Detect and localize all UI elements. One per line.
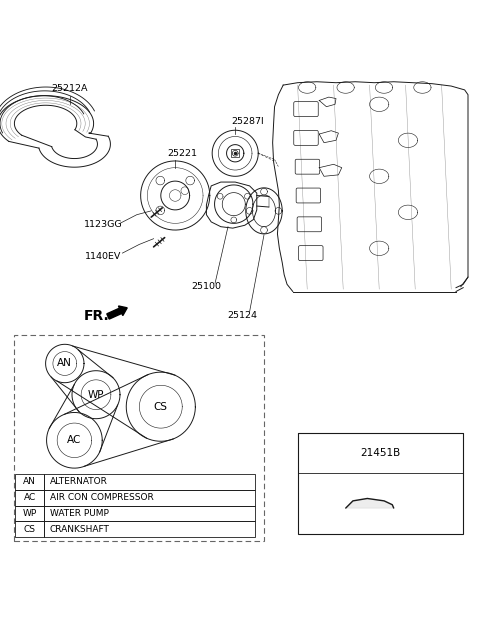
Text: 1140EV: 1140EV [85, 252, 121, 261]
Text: AN: AN [24, 477, 36, 487]
Polygon shape [319, 131, 338, 143]
Bar [44, 490, 255, 505]
Polygon shape [319, 164, 342, 176]
Text: 1123GG: 1123GG [84, 220, 122, 229]
Text: 21451B: 21451B [360, 448, 400, 458]
Text: AC: AC [24, 493, 36, 502]
Text: 25100: 25100 [192, 282, 221, 291]
Text: AC: AC [67, 435, 82, 445]
Bar [298, 433, 463, 473]
Text: CS: CS [24, 525, 36, 534]
Text: WP: WP [23, 509, 37, 518]
Bar [44, 505, 255, 521]
FancyArrow shape [107, 306, 127, 319]
Bar [15, 490, 44, 505]
Bar [44, 474, 255, 490]
Bar [15, 521, 44, 537]
Text: AIR CON COMPRESSOR: AIR CON COMPRESSOR [50, 493, 154, 502]
Text: 25212A: 25212A [51, 85, 88, 93]
Polygon shape [319, 97, 336, 107]
Text: CRANKSHAFT: CRANKSHAFT [50, 525, 110, 534]
Text: 25221: 25221 [168, 149, 197, 158]
Bar [15, 474, 44, 490]
Bar [15, 505, 44, 521]
Text: 25287I: 25287I [231, 117, 264, 126]
Text: WP: WP [88, 390, 104, 399]
Bar [298, 433, 463, 534]
Text: AN: AN [58, 358, 72, 369]
Text: CS: CS [154, 402, 168, 411]
Text: WATER PUMP: WATER PUMP [50, 509, 109, 518]
Text: 25124: 25124 [228, 311, 257, 320]
Bar [44, 521, 255, 537]
Text: ALTERNATOR: ALTERNATOR [50, 477, 108, 487]
Polygon shape [346, 498, 394, 508]
Text: FR.: FR. [84, 309, 110, 324]
